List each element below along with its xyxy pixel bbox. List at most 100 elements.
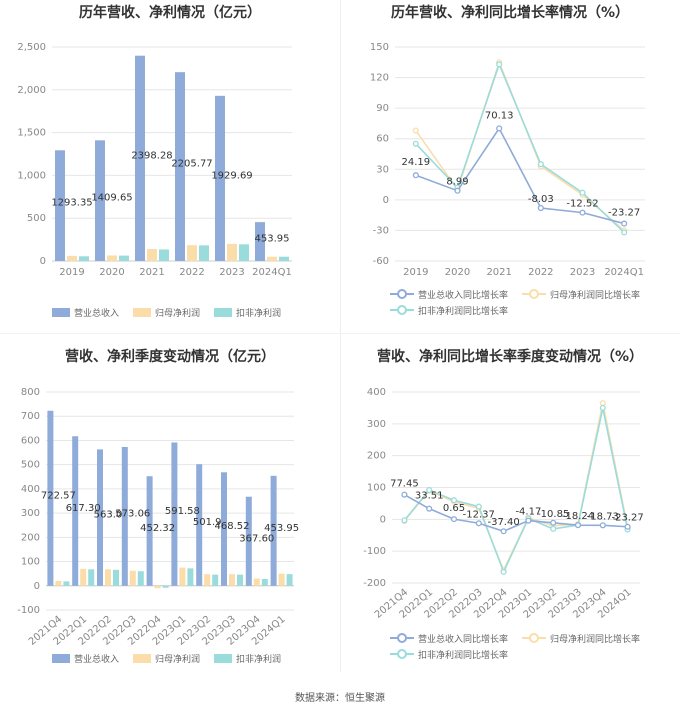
y-tick-label: 2,000 <box>17 85 46 96</box>
data-label: -8.03 <box>528 194 554 205</box>
bar-revenue <box>97 449 103 586</box>
x-tick-label: 2023 <box>570 267 595 278</box>
data-label: -23.27 <box>611 513 643 524</box>
bar-net-profit <box>253 578 260 586</box>
legend-item-revenue[interactable]: 营业总收入 <box>52 304 119 320</box>
chart-quarterly-bars: -10001002003004005006007008002021Q42022Q… <box>17 387 299 648</box>
chart-panel-quarterly-bars: 营收、净利季度变动情况（亿元） -100 0 100 200 300 400 500 600 7… <box>0 344 340 674</box>
bar-net-profit <box>267 256 277 261</box>
data-point <box>412 127 419 134</box>
bar-deducted-profit <box>88 569 95 586</box>
legend-item-deducted-growth[interactable]: 扣非净利润同比增长率 <box>390 302 508 318</box>
bar-revenue <box>196 464 203 586</box>
legend-item-deducted-profit[interactable]: 扣非净利润 <box>214 304 281 320</box>
data-label: 77.45 <box>390 479 419 490</box>
legend-item-deducted-growth[interactable]: 扣非净利润同比增长率 <box>390 646 508 662</box>
data-label: 573.06 <box>115 508 150 519</box>
data-point <box>537 204 544 212</box>
bar-deducted-profit <box>159 249 169 261</box>
data-point <box>500 568 507 575</box>
legend-item-net-growth[interactable]: 归母净利润同比增长率 <box>522 630 640 646</box>
legend-item-deducted-profit[interactable]: 扣非净利润 <box>214 650 281 666</box>
data-point <box>579 189 586 196</box>
x-tick-label: 2023 <box>219 267 244 278</box>
legend-item-net-profit[interactable]: 归母净利润 <box>133 304 200 320</box>
chart-quarterly-growth: -200-10001002003004002021Q42022Q12022Q22… <box>363 387 643 621</box>
data-point <box>624 523 631 530</box>
data-label: -4.17 <box>515 507 541 518</box>
y-tick-label: 100 <box>367 483 386 494</box>
series-line-revenue-growth <box>415 126 625 225</box>
x-tick-label: 2024Q1 <box>604 267 644 278</box>
y-tick-label: 800 <box>21 387 40 398</box>
legend-item-revenue-growth[interactable]: 营业总收入同比增长率 <box>390 630 508 646</box>
chart-title: 营收、净利季度变动情况（亿元） <box>65 349 275 365</box>
bar-deducted-profit <box>212 574 219 586</box>
data-label: -12.52 <box>566 199 598 210</box>
data-point <box>599 522 606 529</box>
legend: 营业总收入同比增长率 归母净利润同比增长率 扣非净利润同比增长率 <box>390 630 680 662</box>
data-point <box>599 404 606 411</box>
data-label: 452.32 <box>140 523 175 534</box>
legend-item-revenue[interactable]: 营业总收入 <box>52 650 119 666</box>
y-tick-label: 500 <box>27 213 46 224</box>
data-point <box>496 125 503 132</box>
y-tick-label: 1,000 <box>17 170 46 181</box>
data-label: 2398.28 <box>131 150 172 161</box>
data-label: 1293.35 <box>51 198 92 209</box>
bar-deducted-profit <box>113 569 119 586</box>
bar-deducted-profit <box>79 256 89 261</box>
legend-item-revenue-growth[interactable]: 营业总收入同比增长率 <box>390 286 508 302</box>
bar-net-profit <box>147 249 157 261</box>
data-label: 70.13 <box>485 110 514 121</box>
y-tick-label: 400 <box>21 484 40 495</box>
x-tick-label: 2020 <box>445 267 470 278</box>
chart-panel-annual-bars: 历年营收、净利情况（亿元） 0 500 1,000 1,500 2,000 2,500 20… <box>0 0 340 333</box>
bar-revenue <box>215 95 225 261</box>
x-tick-label: 2022 <box>528 267 553 278</box>
data-label: 24.19 <box>402 157 431 168</box>
data-point <box>574 522 582 529</box>
y-tick-label: 2,500 <box>17 42 46 53</box>
bar-revenue <box>255 222 265 261</box>
bar-net-profit <box>179 567 186 586</box>
data-point <box>550 519 557 526</box>
bar-net-profit <box>55 580 62 586</box>
chart-annual-growth: -60 -30 0 30 60 90 120 150 2019 2020 2021 2022 2023 2… <box>370 42 645 278</box>
bar-revenue <box>47 410 54 586</box>
y-tick-label: 100 <box>21 557 40 568</box>
data-label: 8.99 <box>446 177 468 188</box>
chart-title: 营收、净利同比增长率季度变动情况（%） <box>376 349 644 365</box>
bar-revenue <box>72 436 79 586</box>
data-point <box>475 520 482 527</box>
bar-deducted-profit <box>119 255 129 261</box>
y-tick-label: 1,500 <box>17 128 46 139</box>
y-tick-label: 300 <box>367 419 386 430</box>
data-label: 453.95 <box>264 523 299 534</box>
bar-net-profit <box>67 255 77 261</box>
data-point <box>401 491 408 498</box>
y-tick-label: 150 <box>370 42 389 53</box>
x-tick-label: 2019 <box>59 267 84 278</box>
y-tick-label: 200 <box>21 532 40 543</box>
bar-deducted-profit <box>137 571 144 586</box>
y-tick-label: 700 <box>21 411 40 422</box>
data-source-footer: 数据来源：恒生聚源 <box>295 693 385 704</box>
data-point <box>475 503 482 510</box>
data-label: 453.95 <box>255 234 290 245</box>
y-tick-label: 400 <box>367 387 386 398</box>
data-point <box>401 517 408 524</box>
bar-deducted-profit <box>187 568 194 586</box>
y-tick-label: -200 <box>363 578 386 589</box>
data-point <box>412 140 419 147</box>
chart-title: 历年营收、净利情况（亿元） <box>79 5 261 21</box>
y-tick-label: 0 <box>380 514 386 525</box>
legend-item-net-profit[interactable]: 归母净利润 <box>133 650 200 666</box>
y-tick-label: 500 <box>21 460 40 471</box>
bar-net-profit <box>227 243 237 261</box>
data-label: 1929.69 <box>211 170 252 181</box>
data-point <box>454 187 461 194</box>
bar-deducted-profit <box>63 581 70 586</box>
legend-item-net-growth[interactable]: 归母净利润同比增长率 <box>522 286 640 302</box>
data-point <box>426 486 433 494</box>
